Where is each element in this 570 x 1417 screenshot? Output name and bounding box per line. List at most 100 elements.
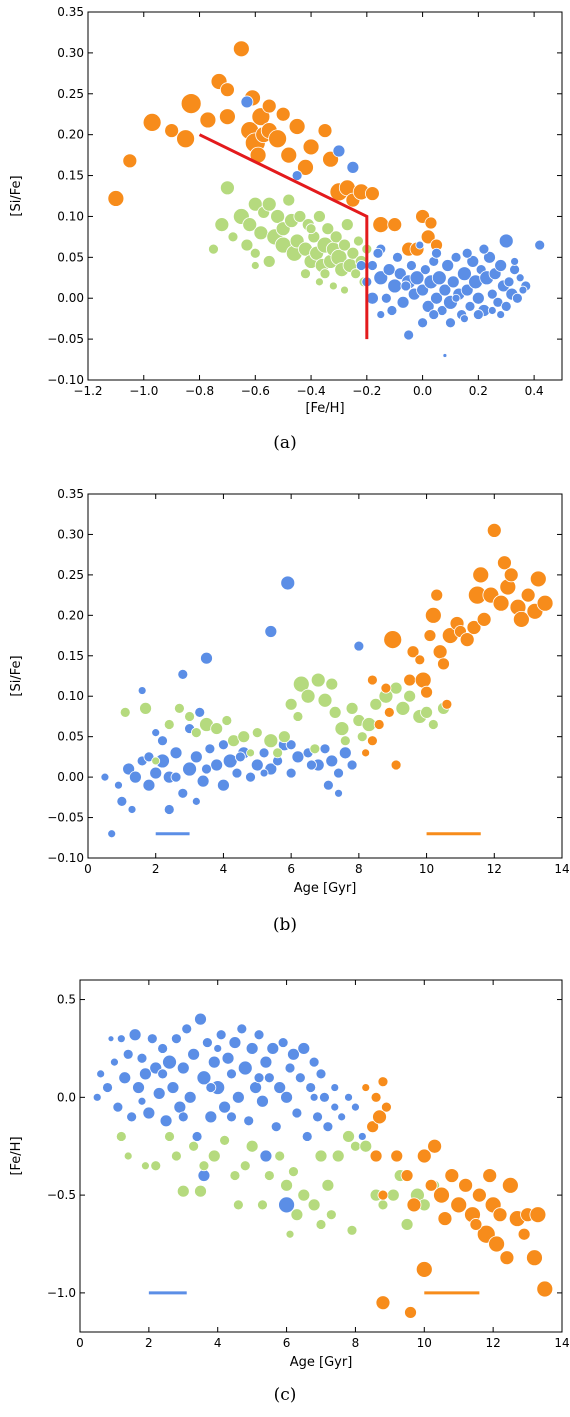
scatter-point-blue: [386, 305, 398, 316]
scatter-point-green: [328, 706, 342, 719]
scatter-point-orange: [444, 1168, 460, 1183]
scatter-point-orange: [176, 129, 195, 149]
y-tick-label: 0.30: [57, 527, 84, 541]
scatter-point-green: [221, 715, 233, 726]
x-tick-label: −0.8: [185, 384, 214, 398]
scatter-point-blue: [249, 1081, 262, 1094]
scatter-point-blue: [118, 1071, 132, 1085]
scatter-point-blue: [487, 306, 497, 315]
scatter-point-blue: [142, 1106, 156, 1120]
scatter-point-orange: [459, 632, 475, 647]
scatter-point-green: [315, 1219, 327, 1230]
scatter-point-orange: [432, 644, 448, 660]
scatter-point-blue: [372, 247, 384, 259]
scatter-point-blue: [128, 1028, 142, 1042]
scatter-point-orange: [517, 1227, 531, 1241]
scatter-point-green: [356, 731, 368, 743]
scatter-point-green: [284, 697, 298, 711]
scatter-point-blue: [243, 1115, 255, 1127]
scatter-point-green: [240, 238, 254, 252]
scatter-point-green: [325, 677, 339, 691]
x-axis-label: Age [Gyr]: [290, 1355, 353, 1370]
scatter-point-orange: [375, 1295, 391, 1311]
scatter-point-orange: [107, 190, 125, 207]
scatter-point-blue: [127, 805, 137, 814]
scatter-point-blue: [196, 1070, 212, 1086]
scatter-point-blue: [177, 668, 189, 680]
scatter-point-green: [277, 730, 291, 744]
y-tick-label: −0.05: [47, 332, 84, 346]
scatter-point-blue: [194, 1012, 207, 1026]
scatter-point-green: [331, 1149, 345, 1163]
scatter-point-green: [214, 217, 230, 233]
scatter-point-orange: [529, 1206, 547, 1224]
scatter-point-blue: [259, 768, 269, 778]
scatter-point-blue: [280, 575, 296, 591]
scatter-point-blue: [173, 1100, 187, 1114]
scatter-point-blue: [136, 1052, 148, 1064]
x-tick-label: −1.0: [129, 384, 158, 398]
x-tick-label: 10: [417, 1336, 432, 1350]
scatter-point-blue: [518, 285, 528, 295]
scatter-point-blue: [496, 310, 506, 319]
scatter-point-blue: [266, 1042, 280, 1055]
scatter-point-orange: [366, 1120, 380, 1134]
scatter-point-blue: [322, 779, 334, 791]
x-tick-label: −1.2: [73, 384, 102, 398]
scatter-point-green: [340, 218, 354, 232]
scatter-point-green: [339, 735, 351, 747]
scatter-point-orange: [317, 123, 333, 138]
scatter-point-blue: [177, 787, 189, 799]
scatter-point-green: [314, 1149, 328, 1163]
scatter-point-orange: [297, 158, 314, 176]
scatter-point-green: [313, 210, 326, 223]
scatter-point-green: [346, 246, 360, 260]
y-tick-label: −0.10: [47, 851, 84, 865]
scatter-point-green: [188, 1140, 200, 1152]
scatter-point-orange: [366, 674, 378, 686]
scatter-point-green: [150, 1160, 162, 1172]
scatter-point-green: [208, 243, 219, 255]
scatter-point-orange: [361, 748, 371, 758]
scatter-point-green: [350, 1140, 361, 1152]
scatter-point-blue: [253, 1072, 265, 1084]
scatter-point-orange: [424, 1178, 438, 1192]
scatter-point-blue: [234, 751, 246, 763]
scatter-point-orange: [381, 1101, 392, 1113]
scatter-point-orange: [280, 146, 298, 164]
scatter-point-green: [220, 180, 235, 196]
scatter-point-blue: [287, 1047, 300, 1061]
y-axis-label: [Fe/H]: [9, 1136, 24, 1175]
scatter-point-green: [300, 268, 311, 280]
x-tick-label: 6: [287, 862, 295, 876]
scatter-point-blue: [170, 1033, 182, 1045]
scatter-point-green: [328, 281, 338, 291]
scatter-point-green: [227, 231, 239, 243]
scatter-point-blue: [183, 1090, 197, 1104]
scatter-point-blue: [301, 1131, 313, 1142]
scatter-point-blue: [355, 260, 367, 271]
scatter-point-blue: [177, 1111, 189, 1123]
scatter-point-blue: [400, 280, 412, 292]
scatter-point-green: [262, 255, 276, 268]
scatter-point-green: [210, 722, 224, 735]
scatter-point-green: [369, 697, 383, 711]
scatter-point-blue: [204, 743, 216, 755]
scatter-point-blue: [284, 1062, 296, 1074]
scatter-point-green: [151, 756, 161, 766]
scatter-point-green: [400, 1218, 414, 1231]
scatter-point-blue: [438, 283, 452, 297]
scatter-point-blue: [191, 1131, 203, 1142]
scatter-point-green: [272, 747, 284, 759]
scatter-point-blue: [132, 1081, 145, 1094]
scatter-point-blue: [376, 310, 386, 319]
scatter-point-green: [285, 1229, 295, 1239]
scatter-point-blue: [166, 1081, 180, 1094]
scatter-point-blue: [380, 292, 392, 304]
scatter-point-green: [403, 689, 417, 703]
scatter-point-orange: [471, 1187, 487, 1203]
scatter-point-green: [290, 1208, 304, 1222]
scatter-point-orange: [403, 673, 417, 687]
scatter-point-blue: [346, 759, 358, 771]
scatter-point-blue: [442, 353, 448, 358]
